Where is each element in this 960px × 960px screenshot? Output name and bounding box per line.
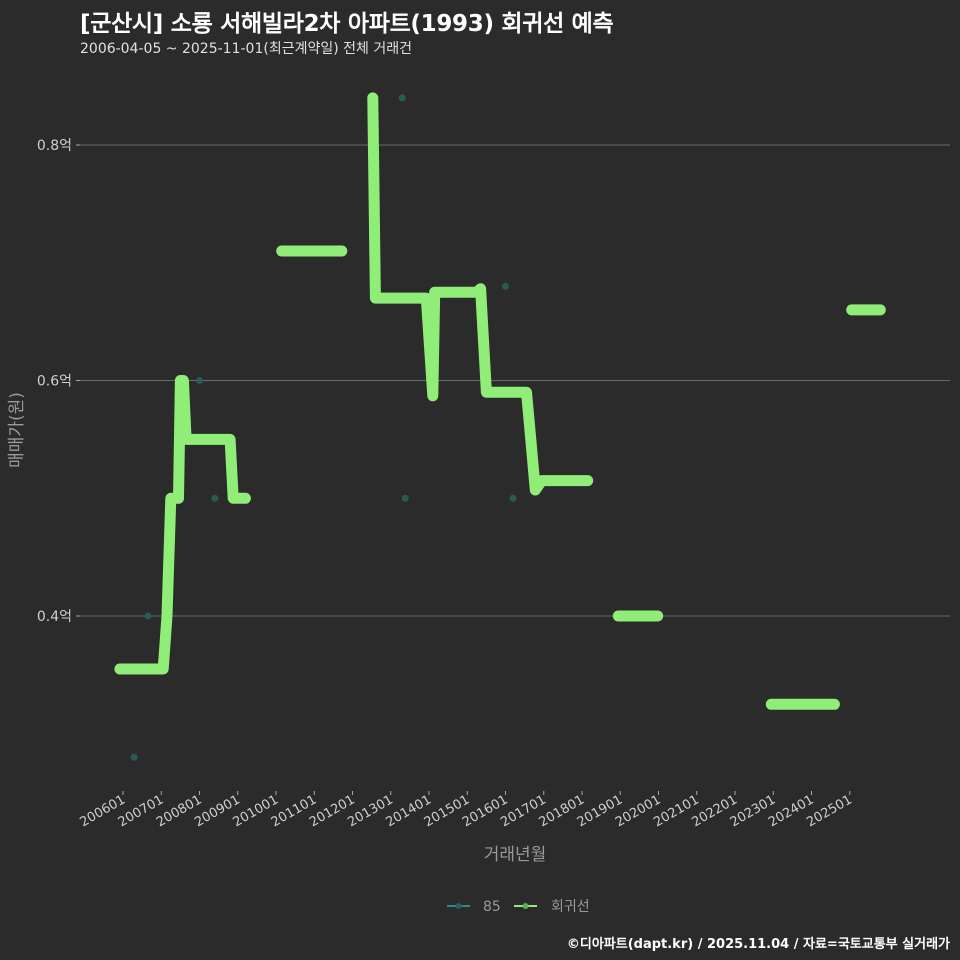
- scatter-point[interactable]: [401, 494, 409, 502]
- legend-label-regression: 회귀선: [551, 899, 590, 915]
- scatter-series-85: [130, 94, 517, 761]
- x-axis: 2006012007012008012009012010012011012012…: [78, 791, 855, 830]
- scatter-point[interactable]: [502, 282, 509, 290]
- gridlines: [80, 144, 950, 617]
- scatter-point[interactable]: [130, 753, 138, 761]
- legend: 85 회귀선: [447, 899, 590, 915]
- y-tick-label: 0.6억: [37, 374, 72, 390]
- scatter-point[interactable]: [509, 494, 517, 502]
- regression-line-series: [114, 92, 886, 710]
- chart-subtitle: 2006-04-05 ~ 2025-11-01(최근계약일) 전체 거래건: [80, 41, 412, 57]
- y-axis: 0.4억 0.6억 0.8억: [37, 138, 80, 625]
- regression-segment: [367, 92, 594, 496]
- y-tick-label: 0.8억: [37, 138, 72, 154]
- footer-credit: ©디아파트(dapt.kr) / 2025.11.04 / 자료=국토교통부 실…: [566, 937, 950, 952]
- legend-item-regression[interactable]: 회귀선: [514, 899, 590, 915]
- scatter-point[interactable]: [211, 494, 219, 502]
- legend-label-85: 85: [483, 899, 501, 915]
- y-axis-title: 매매가(원): [7, 392, 27, 468]
- x-axis-title: 거래년월: [484, 845, 547, 865]
- scatter-point[interactable]: [144, 612, 152, 620]
- scatter-point[interactable]: [196, 377, 203, 384]
- regression-segment: [114, 375, 251, 675]
- legend-item-85[interactable]: 85: [447, 899, 501, 915]
- scatter-point[interactable]: [398, 94, 406, 102]
- chart-title: [군산시] 소룡 서해빌라2차 아파트(1993) 회귀선 예측: [80, 11, 614, 37]
- y-tick-label: 0.4억: [37, 609, 72, 625]
